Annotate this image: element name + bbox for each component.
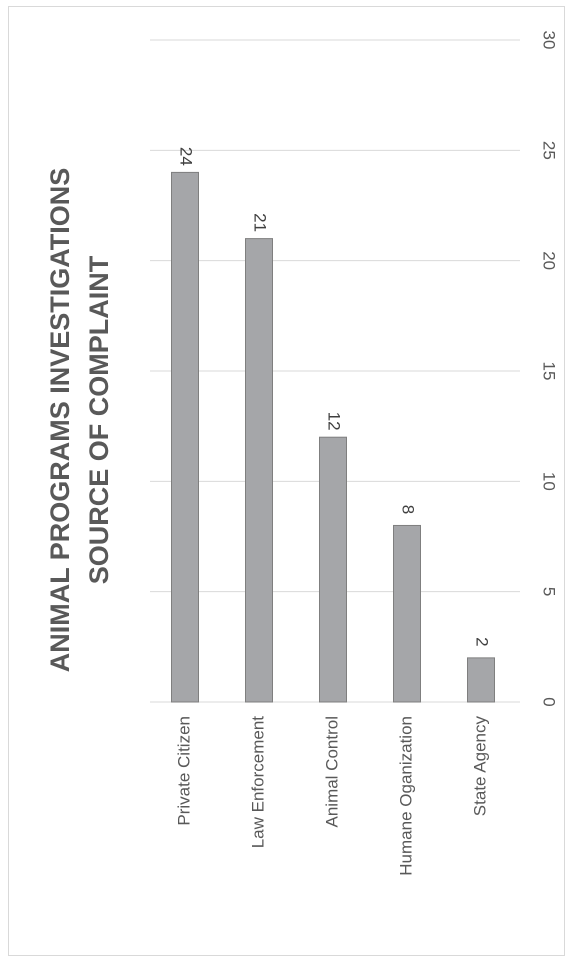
tick-label-25: 25 xyxy=(540,141,559,160)
tick-label-30: 30 xyxy=(540,31,559,50)
data-label-4: 2 xyxy=(473,637,492,646)
bars xyxy=(171,171,495,703)
data-labels: 24 21 12 8 2 xyxy=(177,147,492,647)
tick-label-15: 15 xyxy=(540,362,559,381)
tick-label-20: 20 xyxy=(540,251,559,270)
bar-4 xyxy=(467,657,495,703)
data-label-3: 8 xyxy=(399,505,418,514)
chart-title-line-1: ANIMAL PROGRAMS INVESTIGATIONS xyxy=(45,168,75,673)
category-label-2: Animal Control xyxy=(322,716,341,828)
category-label-1: Law Enforcement xyxy=(248,716,267,849)
category-label-3: Humane Oganization xyxy=(396,716,415,876)
category-label-4: State Agency xyxy=(470,716,489,817)
data-label-0: 24 xyxy=(177,147,196,166)
data-label-1: 21 xyxy=(251,213,270,232)
tick-label-0: 0 xyxy=(540,697,559,706)
chart-title: ANIMAL PROGRAMS INVESTIGATIONS SOURCE OF… xyxy=(45,168,114,673)
bar-3 xyxy=(393,524,421,703)
category-label-0: Private Citizen xyxy=(174,716,193,826)
bar-2 xyxy=(319,436,347,703)
tick-label-5: 5 xyxy=(540,587,559,596)
bar-1 xyxy=(245,238,273,703)
category-axis-labels: Private Citizen Law Enforcement Animal Con… xyxy=(174,716,489,876)
data-label-2: 12 xyxy=(325,412,344,431)
tick-label-10: 10 xyxy=(540,472,559,491)
chart-title-line-2: SOURCE OF COMPLAINT xyxy=(84,255,114,584)
grid-lines xyxy=(150,39,520,703)
value-axis-ticks: 0 5 10 15 20 25 30 xyxy=(540,31,559,707)
bar-0 xyxy=(171,171,199,703)
